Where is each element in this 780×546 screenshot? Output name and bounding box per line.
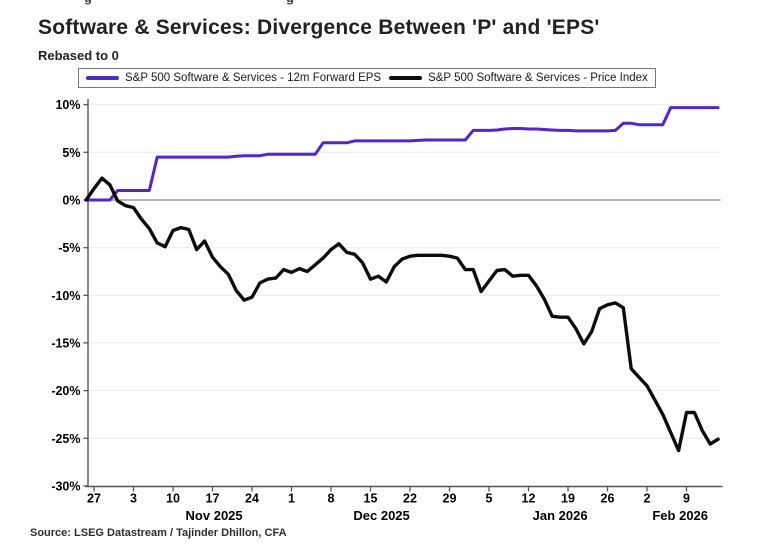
- eps-line-swatch-icon: [86, 76, 119, 80]
- svg-text:-10%: -10%: [51, 289, 80, 303]
- legend-label-eps: S&P 500 Software & Services - 12m Forwar…: [125, 72, 382, 84]
- svg-text:19: 19: [561, 492, 575, 506]
- svg-text:0%: 0%: [62, 194, 80, 208]
- axes: [85, 99, 723, 488]
- source-note: Source: LSEG Datastream / Tajinder Dhill…: [30, 527, 287, 539]
- svg-text:Feb 2026: Feb 2026: [652, 508, 708, 523]
- legend-label-price: S&P 500 Software & Services - Price Inde…: [428, 72, 648, 84]
- cropped-text-fragment: g: [286, 0, 294, 5]
- page-title: Software & Services: Divergence Between …: [38, 16, 600, 39]
- svg-text:22: 22: [403, 492, 417, 506]
- month-labels: Nov 2025 Dec 2025 Jan 2026 Feb 2026: [186, 508, 708, 523]
- svg-text:-20%: -20%: [51, 384, 80, 398]
- svg-text:5%: 5%: [62, 146, 80, 160]
- cropped-text-remnant: g g: [0, 0, 780, 5]
- x-tick-labels: 27 3 10 17 24 1 8 15 22 29 5 12 19 26 2 9: [87, 486, 690, 506]
- svg-text:17: 17: [206, 492, 220, 506]
- svg-text:-5%: -5%: [58, 241, 80, 255]
- svg-text:12: 12: [522, 492, 536, 506]
- svg-text:9: 9: [683, 492, 690, 506]
- svg-text:27: 27: [87, 492, 101, 506]
- svg-text:24: 24: [245, 492, 259, 506]
- legend-item-price: S&P 500 Software & Services - Price Inde…: [389, 72, 648, 84]
- legend: S&P 500 Software & Services - 12m Forwar…: [78, 68, 656, 88]
- svg-text:5: 5: [486, 492, 493, 506]
- svg-text:-15%: -15%: [51, 336, 80, 350]
- y-tick-labels: 10% 5% 0% -5% -10% -15% -20% -25% -30%: [51, 98, 88, 493]
- y-gridlines: [88, 104, 721, 487]
- svg-text:-25%: -25%: [51, 432, 80, 446]
- svg-text:1: 1: [288, 492, 295, 506]
- series-eps-line: [84, 106, 720, 202]
- svg-text:Nov 2025: Nov 2025: [186, 508, 243, 523]
- svg-text:29: 29: [443, 492, 457, 506]
- series-price-line: [84, 176, 720, 453]
- svg-text:2: 2: [644, 492, 651, 506]
- svg-text:8: 8: [328, 492, 335, 506]
- legend-item-eps: S&P 500 Software & Services - 12m Forwar…: [86, 72, 381, 84]
- svg-text:10: 10: [166, 492, 180, 506]
- cropped-text-fragment: g: [84, 0, 92, 5]
- svg-text:Jan 2026: Jan 2026: [533, 508, 588, 523]
- svg-text:26: 26: [601, 492, 615, 506]
- svg-text:3: 3: [130, 492, 137, 506]
- svg-text:15: 15: [364, 492, 378, 506]
- svg-text:-30%: -30%: [51, 479, 80, 493]
- page-subtitle: Rebased to 0: [38, 48, 119, 63]
- svg-text:10%: 10%: [55, 98, 80, 112]
- price-line-swatch-icon: [389, 76, 423, 80]
- svg-text:Dec 2025: Dec 2025: [353, 508, 409, 523]
